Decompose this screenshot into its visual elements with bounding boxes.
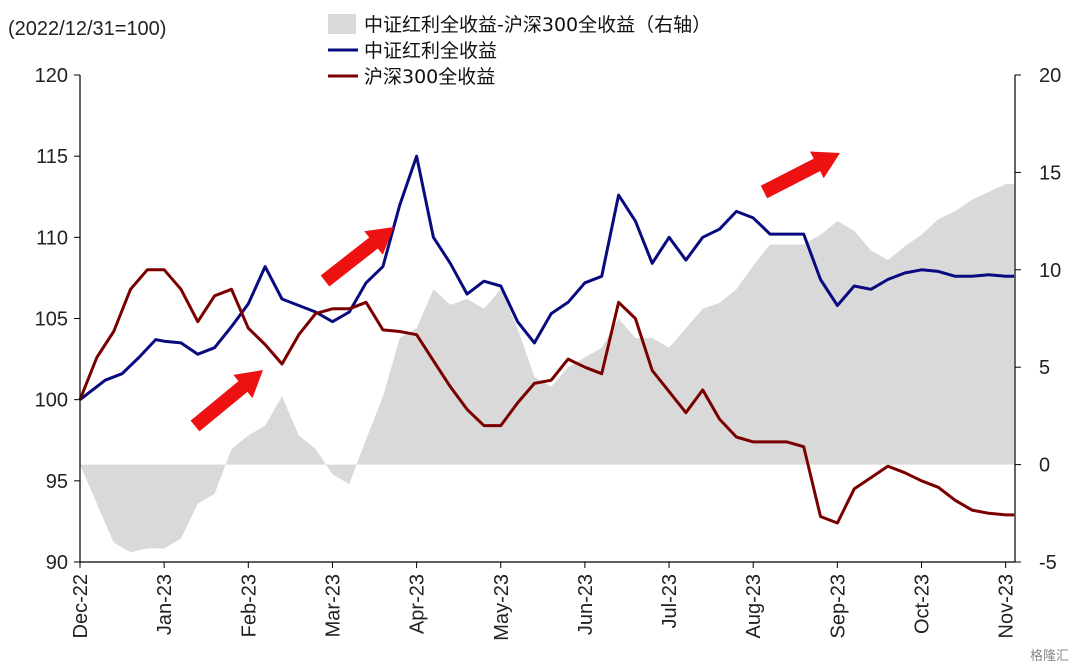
right-tick-label: 0 [1039, 455, 1050, 477]
x-tick-label: Jan-23 [154, 574, 176, 635]
left-tick-label: 110 [36, 227, 68, 249]
right-tick-label: -5 [1039, 552, 1057, 574]
x-tick-label: Jun-23 [575, 574, 597, 635]
up-arrow-icon [760, 151, 840, 199]
watermark-text: 格隆汇 [1030, 648, 1069, 664]
x-tick-label: May-23 [491, 574, 513, 641]
x-tick-label: Jul-23 [659, 574, 681, 628]
legend-label: 中证红利全收益-沪深300全收益（右轴） [364, 14, 711, 36]
x-tick-label: Oct-23 [912, 574, 934, 634]
right-tick-label: 15 [1039, 162, 1061, 184]
axes-layer: 90 95 100 105 110 115 120 -5 0 5 10 15 20 Dec-22 Jan-2… [35, 65, 1062, 641]
dividend-line [79, 154, 1015, 401]
x-tick-label: Dec-22 [70, 574, 92, 638]
left-tick-label: 100 [35, 390, 68, 412]
right-tick-label: 10 [1039, 260, 1061, 282]
x-tick-label: Nov-23 [996, 574, 1018, 638]
unit-label: (2022/12/31=100) [8, 18, 166, 40]
x-tick-label: Mar-23 [322, 574, 344, 637]
x-tick-label: Aug-23 [743, 574, 765, 639]
left-tick-label: 120 [35, 65, 68, 87]
x-tick-label: Apr-23 [407, 574, 429, 634]
left-tick-label: 105 [35, 309, 68, 331]
x-tick-label: Feb-23 [238, 574, 260, 637]
trend-arrows [190, 151, 840, 432]
up-arrow-icon [190, 370, 263, 432]
spread-area [80, 184, 1015, 553]
left-tick-label: 90 [46, 552, 68, 574]
left-tick-label: 115 [36, 146, 68, 168]
csi300-line [78, 268, 1015, 525]
x-tick-label: Sep-23 [827, 574, 849, 639]
left-tick-label: 95 [46, 471, 68, 493]
legend-swatch-area [328, 14, 356, 34]
right-tick-label: 20 [1039, 65, 1061, 87]
right-tick-label: 5 [1039, 357, 1050, 379]
legend-label: 中证红利全收益 [364, 40, 497, 62]
legend-label: 沪深300全收益 [364, 66, 495, 88]
spread-area-layer [80, 184, 1015, 553]
lines-layer [78, 154, 1015, 525]
up-arrow-icon [320, 227, 394, 287]
